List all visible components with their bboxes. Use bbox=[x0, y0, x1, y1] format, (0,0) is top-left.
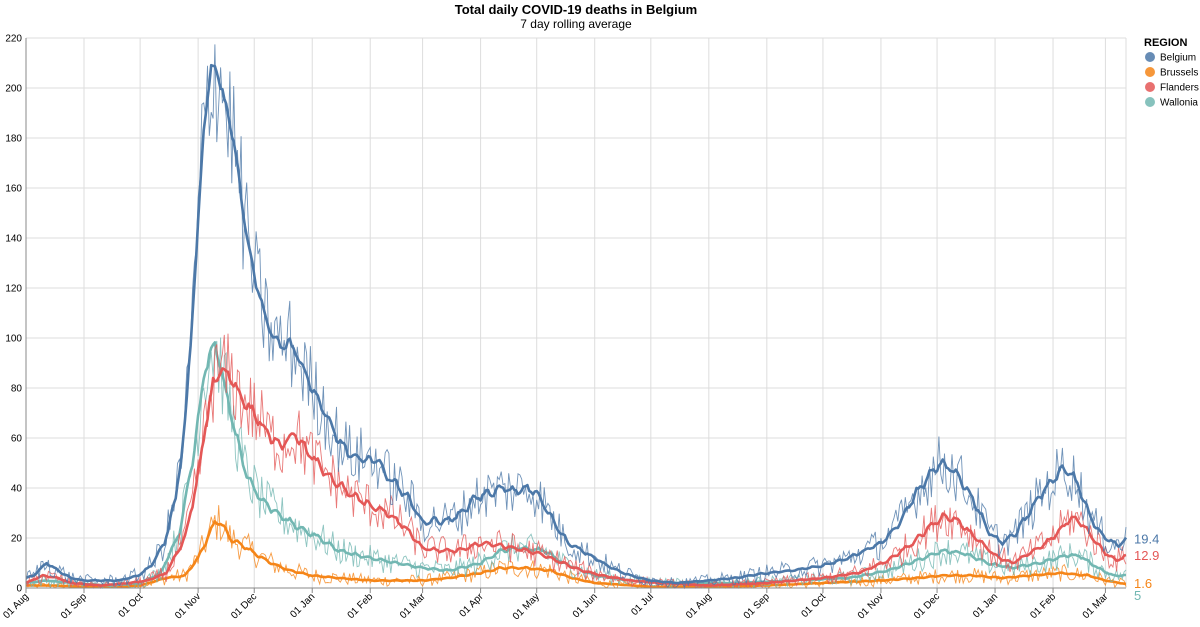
x-tick-label: 01 Nov bbox=[173, 591, 203, 621]
x-tick-label: 01 Aug bbox=[1, 591, 31, 621]
x-tick-label: 01 Apr bbox=[457, 591, 486, 620]
end-labels: 19.4 1.6 12.9 5 bbox=[1134, 532, 1159, 604]
series-daily-line-wallonia bbox=[25, 337, 1127, 590]
y-tick-label: 160 bbox=[5, 184, 22, 195]
chart-subtitle: 7 day rolling average bbox=[520, 17, 632, 31]
end-value-label-brussels: 1.6 bbox=[1134, 576, 1152, 591]
legend-swatch-wallonia bbox=[1145, 97, 1155, 107]
x-tick-label: 01 Sep bbox=[59, 591, 89, 621]
y-tick-label: 180 bbox=[5, 134, 22, 145]
x-tick-label: 01 Oct bbox=[117, 591, 146, 620]
series-line-belgium bbox=[25, 63, 1128, 585]
y-tick-label: 100 bbox=[5, 334, 22, 345]
x-tick-label: 01 Oct bbox=[799, 591, 828, 620]
chart-title: Total daily COVID-19 deaths in Belgium bbox=[455, 2, 697, 17]
series-daily-line-belgium bbox=[25, 44, 1127, 589]
y-tick-label: 60 bbox=[11, 434, 23, 445]
legend-label-belgium: Belgium bbox=[1160, 53, 1196, 64]
legend-swatch-brussels bbox=[1145, 67, 1155, 77]
end-value-label-wallonia: 5 bbox=[1134, 588, 1141, 603]
y-tick-label: 140 bbox=[5, 234, 22, 245]
y-tick-label: 200 bbox=[5, 84, 22, 95]
end-value-label-flanders: 12.9 bbox=[1134, 548, 1159, 563]
y-tick-label: 120 bbox=[5, 284, 22, 295]
x-tick-label: 01 Dec bbox=[912, 591, 942, 621]
x-tick-label: 01 Mar bbox=[398, 591, 428, 621]
y-tick-label: 80 bbox=[11, 384, 23, 395]
x-tick-label: 01 Jul bbox=[629, 591, 656, 618]
legend-label-wallonia: Wallonia bbox=[1160, 98, 1198, 109]
x-tick-label: 01 Dec bbox=[229, 591, 259, 621]
x-tick-label: 01 Jan bbox=[288, 591, 317, 620]
series-line-flanders bbox=[25, 367, 1127, 587]
x-tick-label: 01 Nov bbox=[856, 591, 886, 621]
series-layer bbox=[25, 44, 1128, 590]
x-tick-label: 01 Mar bbox=[1081, 591, 1111, 621]
legend-swatch-belgium bbox=[1145, 52, 1155, 62]
x-tick-label: 01 May bbox=[511, 591, 542, 622]
y-tick-label: 20 bbox=[11, 534, 23, 545]
x-tick-label: 01 Aug bbox=[684, 591, 714, 621]
legend-items: Belgium Brussels Flanders Wallonia bbox=[1145, 52, 1199, 109]
legend-title: REGION bbox=[1144, 37, 1187, 49]
x-tick-label: 01 Feb bbox=[346, 591, 376, 621]
x-tick-label: 01 Feb bbox=[1028, 591, 1058, 621]
end-value-label-belgium: 19.4 bbox=[1134, 532, 1159, 547]
legend: REGION Belgium Brussels Flanders Wallonia bbox=[1144, 37, 1199, 109]
legend-label-flanders: Flanders bbox=[1160, 83, 1199, 94]
x-tick-label: 01 Jan bbox=[971, 591, 1000, 620]
legend-label-brussels: Brussels bbox=[1160, 68, 1198, 79]
y-tick-label: 220 bbox=[5, 34, 22, 45]
legend-swatch-flanders bbox=[1145, 82, 1155, 92]
y-tick-label: 40 bbox=[11, 484, 23, 495]
series-daily-line-brussels bbox=[25, 505, 1127, 590]
grid bbox=[25, 37, 1127, 589]
y-tick-label: 0 bbox=[16, 584, 22, 595]
x-tick-label: 01 Jun bbox=[571, 591, 600, 620]
x-tick-label: 01 Sep bbox=[742, 591, 772, 621]
series-line-brussels bbox=[25, 520, 1127, 589]
